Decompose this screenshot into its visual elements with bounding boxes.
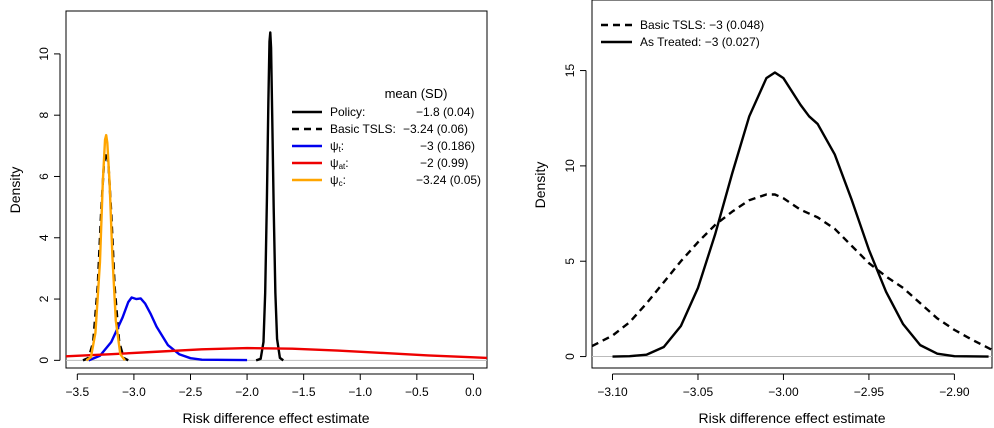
- density-curve: [65, 346, 488, 360]
- legend-label-basic-tsls: Basic TSLS:: [330, 122, 396, 136]
- legend-stat-psi-t: −3 (0.186): [420, 139, 475, 153]
- legend-stat-basic-tsls: −3.24 (0.06): [403, 122, 468, 136]
- left-yaxis: 0 2 4 6 8 10: [37, 47, 61, 364]
- legend-label-basic-tsls-right: Basic TSLS: −3 (0.048): [640, 18, 764, 32]
- x-tick-label: −3.10: [597, 385, 628, 399]
- density-curve: [85, 133, 126, 362]
- density-curve: [82, 150, 129, 362]
- psi-subscript: c: [339, 179, 343, 188]
- psi-colon: :: [341, 139, 344, 153]
- legend-stat-psi-c: −3.24 (0.05): [416, 173, 481, 187]
- right-y-axis-label: Density: [532, 162, 548, 209]
- x-tick-label: −1.5: [292, 385, 316, 399]
- legend-stat-psi-at: −2 (0.99): [420, 156, 468, 170]
- psi-colon: :: [345, 156, 348, 170]
- x-tick-label: −3.05: [683, 385, 714, 399]
- legend-entry-as-treated: As Treated: −3 (0.027): [601, 35, 760, 49]
- x-tick-label: −3.5: [65, 385, 89, 399]
- y-tick-label: 4: [37, 234, 51, 241]
- y-tick-label: 15: [563, 64, 577, 78]
- left-xaxis: −3.5 −3.0 −2.5 −2.0 −1.5 −1.0 −0.5 0.0: [65, 373, 482, 399]
- psi-symbol: ψ: [330, 173, 339, 187]
- legend-label-as-treated: As Treated: −3 (0.027): [640, 35, 760, 49]
- x-tick-label: −1.0: [348, 385, 372, 399]
- psi-subscript: t: [339, 145, 342, 154]
- psi-symbol: ψ: [330, 156, 339, 170]
- y-tick-label: 10: [37, 47, 51, 61]
- y-tick-label: 0: [37, 357, 51, 364]
- left-x-axis-label: Risk difference effect estimate: [182, 410, 369, 426]
- psi-symbol: ψ: [330, 139, 339, 153]
- x-tick-label: −2.95: [854, 385, 885, 399]
- legend-entry-psi-c: ψc: −3.24 (0.05): [292, 173, 481, 188]
- right-panel: −3.10 −3.05 −3.00 −2.95 −2.90 0 5 10 15 Risk di…: [532, 0, 993, 426]
- density-curve: [612, 71, 989, 358]
- density-curve: [591, 193, 993, 351]
- x-tick-label: −3.00: [768, 385, 799, 399]
- legend-label-psi-t: ψt:: [330, 139, 344, 154]
- legend-entry-basic-tsls: Basic TSLS: −3.24 (0.06): [292, 122, 468, 136]
- right-plot-frame: [591, 0, 993, 369]
- x-tick-label: −2.0: [235, 385, 259, 399]
- x-tick-label: −2.5: [179, 385, 203, 399]
- y-tick-label: 5: [563, 258, 577, 265]
- psi-subscript: at: [339, 162, 346, 171]
- legend-entry-policy: Policy: −1.8 (0.04): [292, 105, 474, 119]
- legend-label-psi-at: ψat:: [330, 156, 349, 171]
- left-y-axis-label: Density: [7, 167, 23, 214]
- y-tick-label: 8: [37, 112, 51, 119]
- right-series-group: [591, 71, 993, 358]
- left-panel: −3.5 −3.0 −2.5 −2.0 −1.5 −1.0 −0.5 0.0 0246810 …: [7, 10, 488, 426]
- right-x-axis-label: Risk difference effect estimate: [698, 410, 885, 426]
- left-series-group: [65, 31, 488, 362]
- y-tick-label: 6: [37, 173, 51, 180]
- x-tick-label: −0.5: [405, 385, 429, 399]
- y-tick-label: 10: [563, 159, 577, 173]
- right-legend: Basic TSLS: −3 (0.048) As Treated: −3 (0…: [601, 18, 764, 49]
- left-plot-frame: [65, 10, 488, 369]
- legend-label-psi-c: ψc:: [330, 173, 346, 188]
- x-tick-label: −2.90: [939, 385, 970, 399]
- legend-header: mean (SD): [385, 86, 448, 101]
- y-tick-label: 2: [37, 295, 51, 302]
- right-yaxis: 0 5 10 15: [563, 64, 587, 360]
- density-curve: [255, 31, 284, 362]
- legend-label-policy: Policy:: [330, 105, 365, 119]
- right-xaxis: −3.10 −3.05 −3.00 −2.95 −2.90: [597, 373, 970, 399]
- psi-colon: :: [343, 173, 346, 187]
- left-legend: mean (SD) Policy: −1.8 (0.04) Basic TSLS…: [292, 86, 481, 188]
- legend-entry-basic-tsls-right: Basic TSLS: −3 (0.048): [601, 18, 764, 32]
- legend-entry-psi-at: ψat: −2 (0.99): [292, 156, 468, 171]
- y-tick-label: 0: [563, 353, 577, 360]
- x-tick-label: 0.0: [465, 385, 482, 399]
- x-tick-label: −3.0: [122, 385, 146, 399]
- legend-entry-psi-t: ψt: −3 (0.186): [292, 139, 475, 154]
- legend-stat-policy: −1.8 (0.04): [416, 105, 474, 119]
